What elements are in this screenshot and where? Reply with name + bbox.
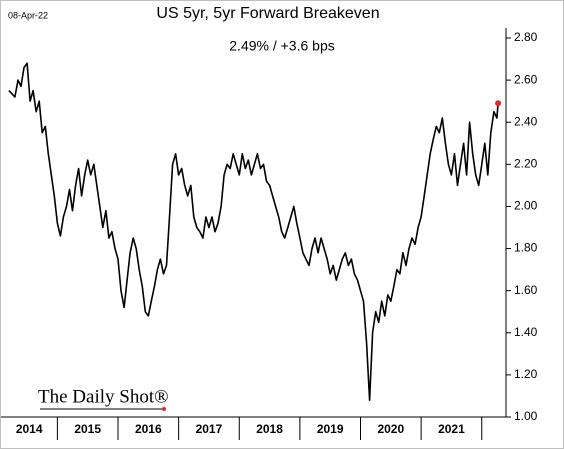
chart-subtitle: 2.49% / +3.6 bps — [229, 38, 334, 54]
y-tick-label: 1.60 — [514, 283, 538, 297]
y-tick-label: 2.80 — [514, 30, 538, 44]
y-tick-label: 2.00 — [514, 199, 538, 213]
y-tick-label: 1.00 — [514, 409, 538, 423]
x-tick-label: 2014 — [16, 422, 43, 436]
date-label: 08-Apr-22 — [8, 10, 48, 20]
x-tick-label: 2015 — [74, 422, 101, 436]
x-tick-label: 2016 — [135, 422, 162, 436]
x-tick-label: 2018 — [256, 422, 283, 436]
y-tick-label: 2.40 — [514, 114, 538, 128]
y-tick-label: 2.60 — [514, 72, 538, 86]
y-tick-label: 1.40 — [514, 325, 538, 339]
x-tick-label: 2017 — [196, 422, 223, 436]
x-tick-label: 2019 — [317, 422, 344, 436]
x-tick-label: 2020 — [377, 422, 404, 436]
y-tick-label: 2.20 — [514, 157, 538, 171]
chart-title: US 5yr, 5yr Forward Breakeven — [156, 5, 379, 22]
y-tick-label: 1.80 — [514, 241, 538, 255]
last-point — [495, 100, 502, 107]
y-tick-label: 1.20 — [514, 367, 538, 381]
x-tick-label: 2021 — [438, 422, 465, 436]
line — [8, 62, 499, 401]
logo: The Daily Shot® — [38, 386, 169, 407]
logo-dot — [162, 407, 166, 411]
